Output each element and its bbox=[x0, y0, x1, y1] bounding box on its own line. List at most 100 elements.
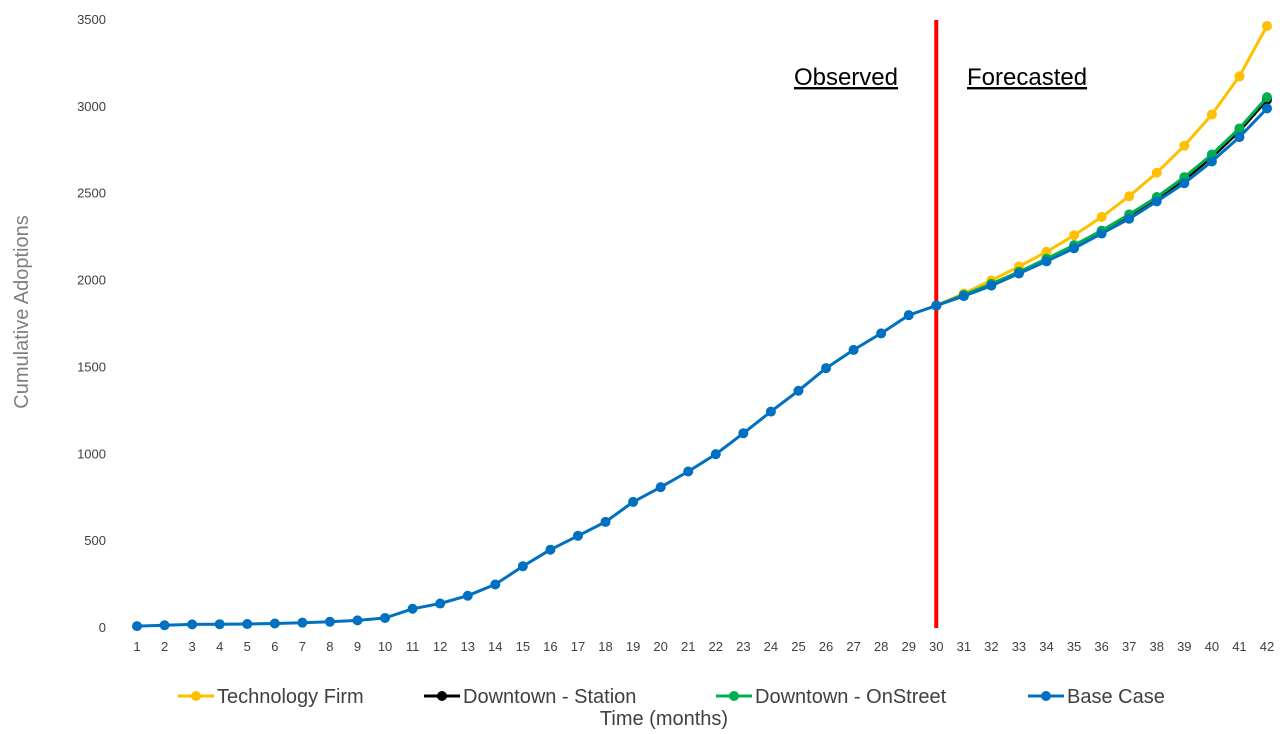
x-tick-label: 37 bbox=[1122, 639, 1136, 654]
x-tick-label: 15 bbox=[516, 639, 530, 654]
x-tick-label: 33 bbox=[1012, 639, 1026, 654]
data-point-base-case bbox=[765, 406, 776, 417]
data-point-base-case bbox=[572, 530, 583, 541]
legend-item-downtown-station: Downtown - Station bbox=[424, 686, 636, 708]
x-tick-label: 23 bbox=[736, 639, 750, 654]
data-point-base-case bbox=[1013, 268, 1024, 279]
data-point-downtown-onstreet bbox=[1206, 149, 1217, 160]
x-tick-label: 25 bbox=[791, 639, 805, 654]
legend-item-base-case: Base Case bbox=[1028, 686, 1165, 708]
x-tick-label: 31 bbox=[957, 639, 971, 654]
data-point-base-case bbox=[269, 618, 280, 629]
data-point-base-case bbox=[1179, 178, 1190, 189]
data-point-base-case bbox=[490, 579, 501, 590]
x-tick-label: 4 bbox=[216, 639, 223, 654]
data-point-downtown-onstreet bbox=[1262, 92, 1272, 103]
x-tick-label: 12 bbox=[433, 639, 447, 654]
data-point-base-case bbox=[132, 621, 142, 632]
data-point-base-case bbox=[380, 612, 391, 623]
data-point-base-case bbox=[1234, 132, 1245, 143]
x-tick-label: 35 bbox=[1067, 639, 1081, 654]
data-point-base-case bbox=[848, 344, 859, 355]
data-point-technology-firm bbox=[1206, 109, 1217, 120]
x-tick-label: 6 bbox=[271, 639, 278, 654]
y-tick-label: 1000 bbox=[77, 446, 106, 461]
x-tick-label: 34 bbox=[1039, 639, 1053, 654]
x-tick-label: 11 bbox=[406, 639, 420, 654]
x-tick-label: 36 bbox=[1094, 639, 1108, 654]
x-tick-label: 8 bbox=[326, 639, 333, 654]
data-point-technology-firm bbox=[1124, 191, 1135, 202]
annotation-forecasted: Forecasted bbox=[967, 64, 1087, 91]
data-point-base-case bbox=[1151, 196, 1162, 207]
data-point-base-case bbox=[793, 385, 804, 396]
x-tick-label: 16 bbox=[543, 639, 557, 654]
y-tick-label: 2000 bbox=[77, 273, 106, 288]
data-point-base-case bbox=[159, 620, 170, 631]
data-point-base-case bbox=[435, 598, 446, 609]
x-tick-label: 17 bbox=[571, 639, 585, 654]
x-tick-label: 7 bbox=[299, 639, 306, 654]
data-point-base-case bbox=[407, 603, 418, 614]
data-point-technology-firm bbox=[1151, 167, 1162, 178]
legend-label: Downtown - OnStreet bbox=[755, 686, 947, 708]
data-point-technology-firm bbox=[1262, 20, 1272, 31]
data-point-technology-firm bbox=[1069, 230, 1080, 241]
x-tick-label: 39 bbox=[1177, 639, 1191, 654]
x-tick-label: 18 bbox=[598, 639, 612, 654]
y-tick-label: 500 bbox=[84, 533, 106, 548]
x-tick-label: 13 bbox=[460, 639, 474, 654]
data-point-base-case bbox=[600, 516, 611, 527]
data-point-technology-firm bbox=[1179, 140, 1190, 151]
data-point-base-case bbox=[1069, 243, 1080, 254]
x-tick-label: 1 bbox=[133, 639, 140, 654]
data-point-base-case bbox=[876, 328, 887, 339]
data-point-base-case bbox=[738, 428, 749, 439]
series-line-base-case bbox=[136, 107, 1269, 628]
legend: Technology Firm Downtown - Station Downtow… bbox=[178, 686, 1165, 708]
x-tick-label: 9 bbox=[354, 639, 361, 654]
data-point-base-case bbox=[324, 616, 335, 627]
series-line-downtown-station bbox=[935, 98, 1269, 308]
data-point-base-case bbox=[214, 619, 225, 630]
legend-item-downtown-onstreet: Downtown - OnStreet bbox=[716, 686, 947, 708]
series-downtown-onstreet bbox=[931, 92, 1272, 311]
x-tick-label: 10 bbox=[378, 639, 392, 654]
x-tick-label: 20 bbox=[653, 639, 667, 654]
y-tick-label: 0 bbox=[99, 620, 106, 635]
x-tick-label: 5 bbox=[244, 639, 251, 654]
legend-swatch-marker bbox=[437, 691, 447, 701]
x-axis-label: Time (months) bbox=[600, 708, 728, 730]
data-point-base-case bbox=[1041, 256, 1052, 267]
x-tick-label: 29 bbox=[901, 639, 915, 654]
y-tick-label: 2500 bbox=[77, 186, 106, 201]
x-tick-label: 28 bbox=[874, 639, 888, 654]
data-point-downtown-onstreet bbox=[1234, 123, 1245, 134]
data-point-base-case bbox=[242, 619, 253, 630]
legend-swatch-marker bbox=[729, 691, 739, 701]
series-base-case bbox=[132, 103, 1272, 632]
data-point-base-case bbox=[1206, 156, 1217, 167]
data-point-base-case bbox=[1262, 103, 1272, 114]
legend-label: Technology Firm bbox=[217, 686, 364, 708]
y-tick-label: 3000 bbox=[77, 99, 106, 114]
data-point-base-case bbox=[958, 291, 969, 302]
x-tick-label: 22 bbox=[709, 639, 723, 654]
x-tick-label: 30 bbox=[929, 639, 943, 654]
data-point-base-case bbox=[352, 615, 363, 626]
data-point-base-case bbox=[821, 363, 832, 374]
data-point-technology-firm bbox=[1041, 246, 1052, 257]
annotation-observed: Observed bbox=[794, 64, 898, 91]
data-point-base-case bbox=[462, 590, 473, 601]
x-tick-label: 40 bbox=[1205, 639, 1219, 654]
x-tick-label: 42 bbox=[1260, 639, 1274, 654]
data-point-base-case bbox=[1124, 213, 1135, 224]
data-point-base-case bbox=[931, 300, 942, 311]
data-point-base-case bbox=[986, 280, 997, 291]
data-point-base-case bbox=[683, 466, 694, 477]
series-line-downtown-onstreet bbox=[935, 96, 1269, 307]
legend-label: Base Case bbox=[1067, 686, 1165, 708]
x-tick-label: 2 bbox=[161, 639, 168, 654]
series-downtown-station bbox=[931, 94, 1272, 311]
